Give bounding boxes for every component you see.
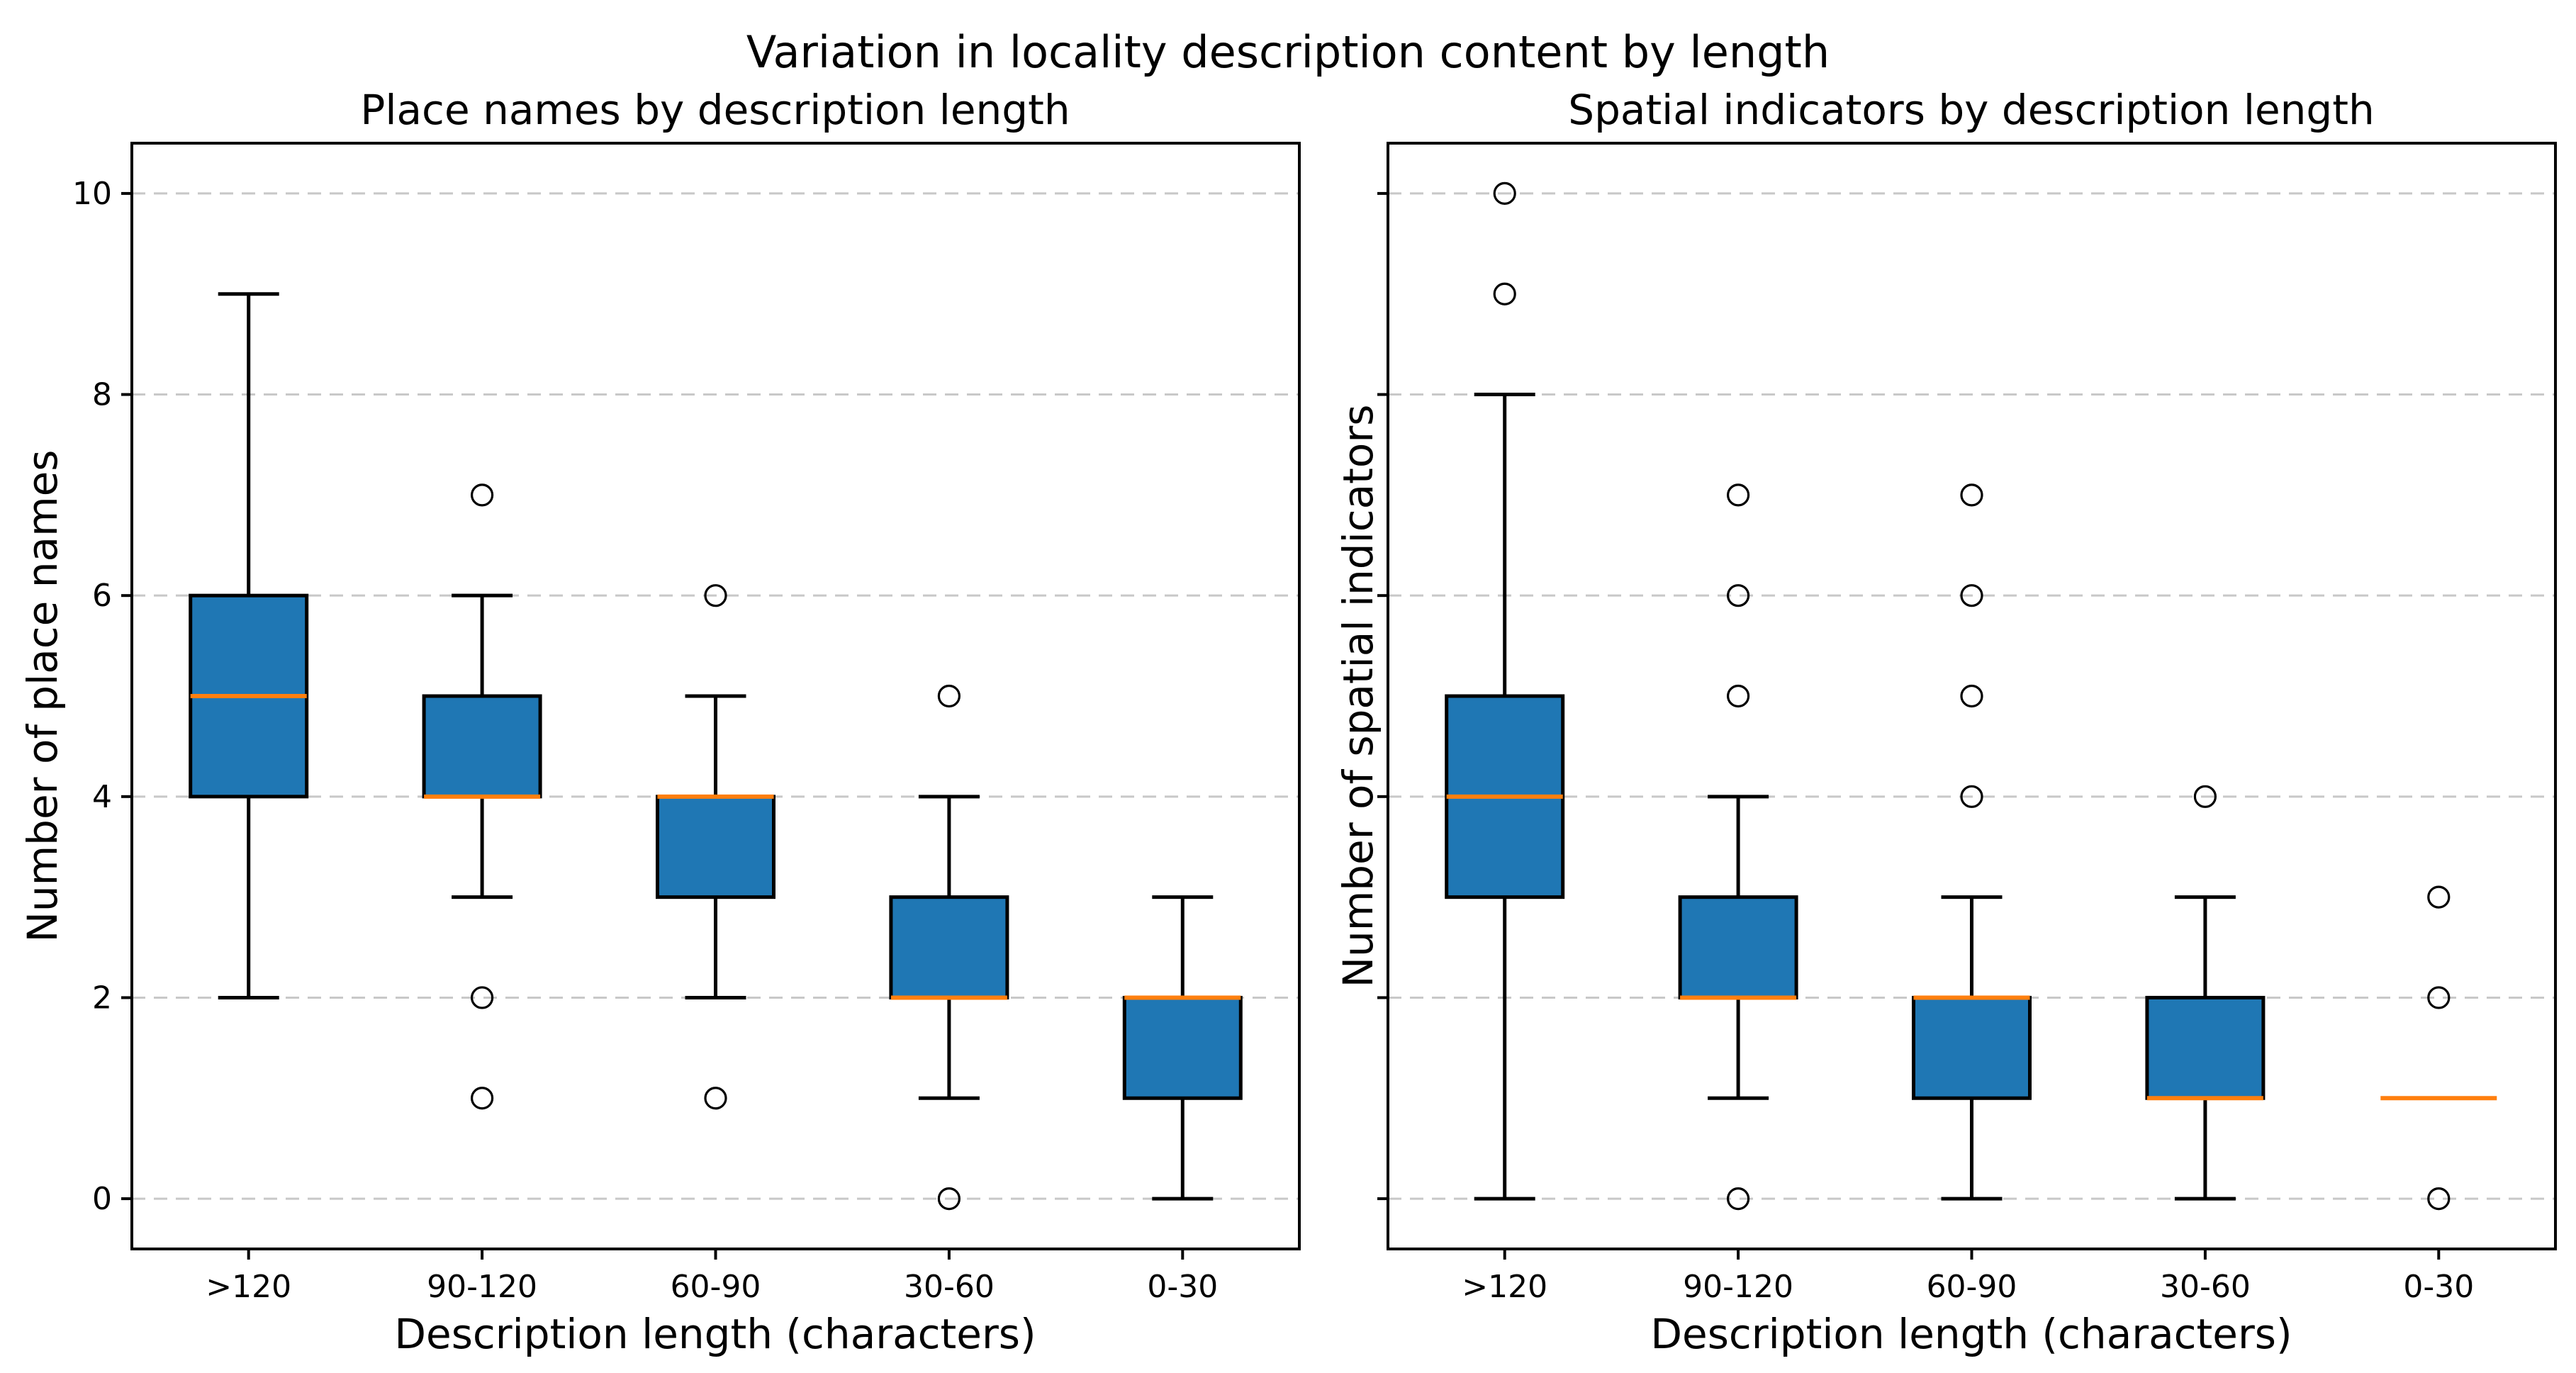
outlier-marker	[1727, 584, 1750, 607]
outlier-marker	[937, 1187, 961, 1211]
box-rect	[656, 795, 775, 900]
outlier-marker	[1727, 483, 1750, 507]
box-rect	[889, 895, 1009, 999]
y-tick-label: 8	[92, 377, 112, 413]
figure-suptitle: Variation in locality description conten…	[746, 26, 1830, 78]
panel-title: Place names by description length	[360, 86, 1070, 134]
box-rect	[1122, 995, 1243, 1100]
outlier-marker	[470, 483, 494, 507]
panel-spatial-indicators: >120 90-120 60-90 30-60 0-30 Spatial indicat…	[1334, 86, 2557, 1358]
outlier-marker	[1727, 684, 1750, 708]
box-rect	[2145, 995, 2266, 1100]
y-tick-label: 10	[72, 176, 112, 212]
outlier-marker	[2427, 986, 2451, 1009]
box-rect	[1912, 995, 2032, 1100]
y-axis-label: Number of place names	[18, 450, 67, 943]
outlier-marker	[1960, 684, 1983, 708]
outlier-marker	[1727, 1187, 1750, 1211]
box-rect	[422, 694, 542, 799]
outlier-marker	[2427, 1187, 2451, 1211]
outlier-marker	[1960, 584, 1983, 607]
x-axis-label: Description length (characters)	[1650, 1310, 2292, 1358]
x-tick-label: 0-30	[2403, 1269, 2474, 1305]
outlier-marker	[704, 1087, 727, 1110]
outlier-marker	[470, 986, 494, 1009]
panel-title: Spatial indicators by description length	[1568, 86, 2374, 134]
outlier-marker	[1493, 181, 1516, 206]
x-tick-label: 30-60	[2160, 1269, 2251, 1305]
outlier-marker	[2427, 885, 2451, 909]
x-tick-label: 60-90	[671, 1269, 761, 1305]
outlier-marker	[704, 584, 727, 607]
x-tick-label: 30-60	[904, 1269, 995, 1305]
axes-frame	[130, 142, 1301, 1250]
panel-plot-area: >120 90-120 60-90 30-60 0-30	[1377, 142, 2557, 1305]
y-tick-label: 4	[92, 779, 112, 815]
outlier-marker	[1493, 282, 1516, 306]
outlier-marker	[1960, 483, 1983, 507]
x-tick-label: 60-90	[1927, 1269, 2017, 1305]
x-tick-label: >120	[1462, 1269, 1547, 1305]
x-tick-label: >120	[206, 1269, 291, 1305]
axes-frame	[1387, 142, 2557, 1250]
x-tick-label: 0-30	[1147, 1269, 1218, 1305]
y-tick-label: 2	[92, 980, 112, 1016]
x-tick-label: 90-120	[427, 1269, 537, 1305]
outlier-marker	[937, 684, 961, 708]
outlier-marker	[470, 1087, 494, 1110]
outlier-marker	[2193, 785, 2217, 808]
y-tick-label: 6	[92, 578, 112, 614]
box-rect	[1678, 895, 1798, 999]
y-tick-label: 0	[92, 1181, 112, 1217]
x-tick-label: 90-120	[1683, 1269, 1793, 1305]
y-axis-label: Number of spatial indicators	[1334, 405, 1382, 988]
x-axis-label: Description length (characters)	[394, 1310, 1036, 1358]
outlier-marker	[1960, 785, 1983, 808]
panel-plot-area: 0 2 4 6 8 10 >120 90-120 60-90 30-60 0-30	[72, 142, 1301, 1305]
panel-place-names: 0 2 4 6 8 10 >120 90-120 60-90 30-60 0-30 Place na…	[18, 86, 1301, 1358]
